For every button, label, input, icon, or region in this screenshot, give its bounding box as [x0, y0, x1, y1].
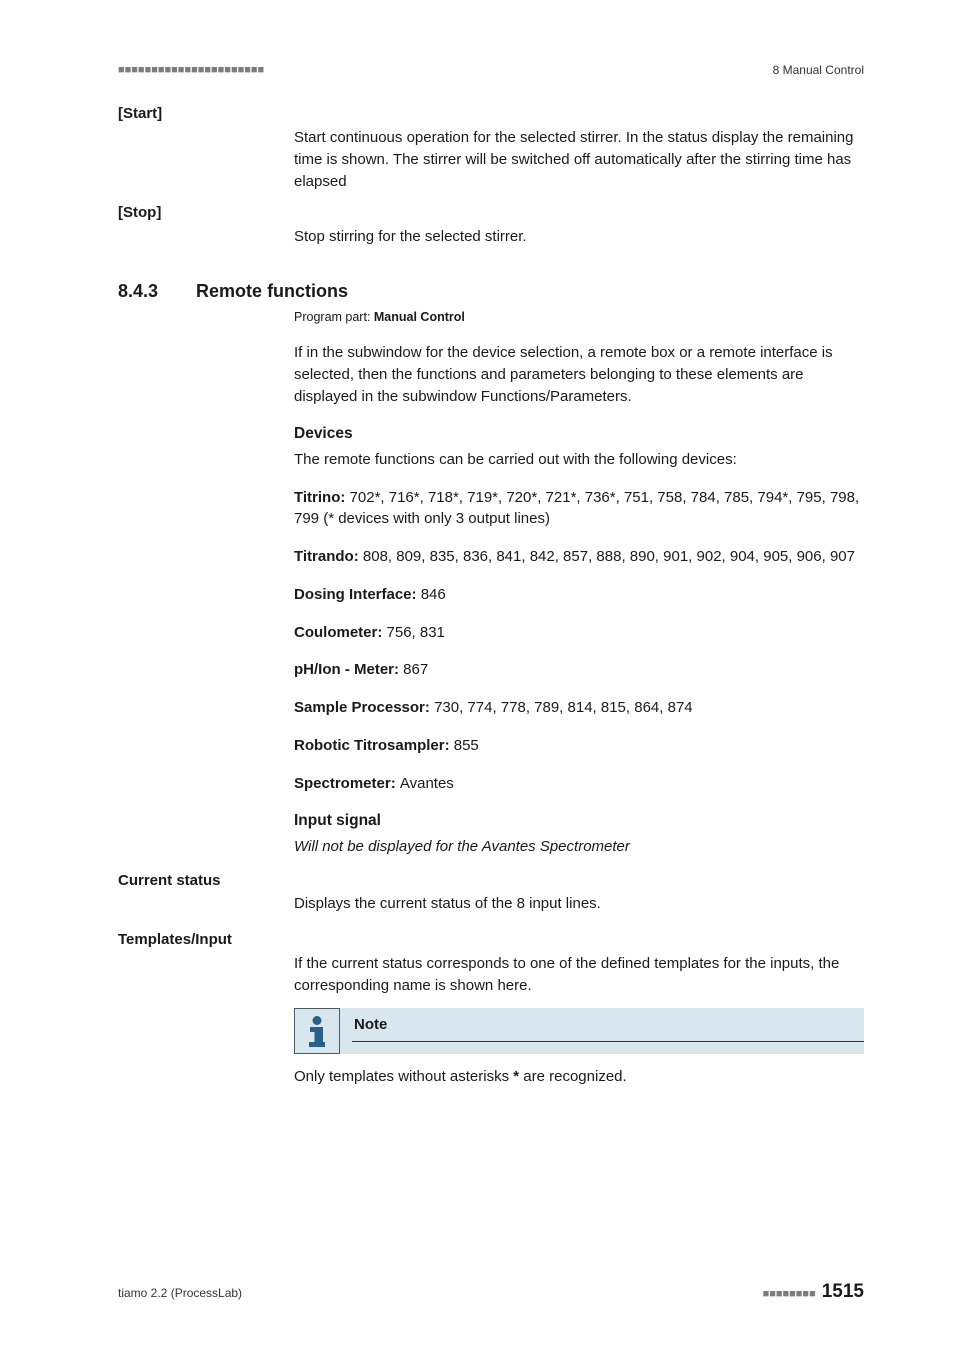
device-row: Spectrometer: Avantes: [294, 773, 864, 795]
page-number: 1515: [822, 1281, 864, 1302]
note-body-post: are recognized.: [519, 1068, 627, 1085]
footer-dashes: ■■■■■■■■: [763, 1288, 816, 1300]
device-value: 702*, 716*, 718*, 719*, 720*, 721*, 736*…: [294, 489, 859, 528]
device-row: Sample Processor: 730, 774, 778, 789, 81…: [294, 697, 864, 719]
device-value: Avantes: [400, 775, 454, 792]
device-row: Robotic Titrosampler: 855: [294, 735, 864, 757]
device-value: 846: [421, 586, 446, 603]
device-label: pH/Ion - Meter:: [294, 661, 403, 678]
input-signal-heading: Input signal: [294, 810, 864, 832]
device-row: Dosing Interface: 846: [294, 584, 864, 606]
footer-right: ■■■■■■■■ 1515: [763, 1278, 864, 1306]
header-dashes: ■■■■■■■■■■■■■■■■■■■■■■: [118, 63, 264, 79]
device-row: pH/Ion - Meter: 867: [294, 659, 864, 681]
note-title: Note: [354, 1014, 387, 1036]
device-label: Robotic Titrosampler:: [294, 737, 454, 754]
device-label: Titrino:: [294, 489, 350, 506]
note-title-wrap: Note: [340, 1008, 864, 1054]
note-body: Only templates without asterisks * are r…: [294, 1066, 864, 1088]
templates-input-body: If the current status corresponds to one…: [294, 953, 864, 997]
page-footer: tiamo 2.2 (ProcessLab) ■■■■■■■■ 1515: [118, 1278, 864, 1306]
device-row: Coulometer: 756, 831: [294, 622, 864, 644]
program-part-value: Manual Control: [374, 310, 465, 324]
page: ■■■■■■■■■■■■■■■■■■■■■■ 8 Manual Control …: [0, 0, 954, 1350]
section-number: 8.4.3: [118, 278, 158, 304]
device-value: 808, 809, 835, 836, 841, 842, 857, 888, …: [363, 548, 855, 565]
section-heading: 8.4.3 Remote functions: [118, 278, 864, 304]
current-status-label: Current status: [118, 870, 864, 892]
page-header: ■■■■■■■■■■■■■■■■■■■■■■ 8 Manual Control: [118, 62, 864, 79]
stop-body: Stop stirring for the selected stirrer.: [294, 226, 864, 248]
stop-label: [Stop]: [118, 202, 864, 224]
note-box: Note: [294, 1008, 864, 1054]
device-label: Sample Processor:: [294, 699, 434, 716]
start-body: Start continuous operation for the selec…: [294, 127, 864, 192]
device-value: 756, 831: [387, 624, 445, 641]
footer-product: tiamo 2.2 (ProcessLab): [118, 1285, 242, 1302]
info-icon: [304, 1015, 330, 1047]
start-label: [Start]: [118, 103, 864, 125]
section-intro: If in the subwindow for the device selec…: [294, 342, 864, 407]
devices-heading: Devices: [294, 423, 864, 445]
input-signal-note: Will not be displayed for the Avantes Sp…: [294, 836, 864, 858]
device-label: Coulometer:: [294, 624, 387, 641]
header-section-label: 8 Manual Control: [773, 62, 864, 79]
devices-intro: The remote functions can be carried out …: [294, 449, 864, 471]
device-value: 855: [454, 737, 479, 754]
program-part-prefix: Program part:: [294, 310, 374, 324]
device-label: Dosing Interface:: [294, 586, 421, 603]
note-body-pre: Only templates without asterisks: [294, 1068, 513, 1085]
templates-input-label: Templates/Input: [118, 929, 864, 951]
device-label: Titrando:: [294, 548, 363, 565]
program-part: Program part: Manual Control: [294, 308, 864, 326]
section-title: Remote functions: [196, 278, 348, 304]
device-value: 730, 774, 778, 789, 814, 815, 864, 874: [434, 699, 693, 716]
device-value: 867: [403, 661, 428, 678]
device-label: Spectrometer:: [294, 775, 400, 792]
note-icon-wrap: [294, 1008, 340, 1054]
current-status-body: Displays the current status of the 8 inp…: [294, 893, 864, 915]
device-row: Titrino: 702*, 716*, 718*, 719*, 720*, 7…: [294, 487, 864, 531]
device-row: Titrando: 808, 809, 835, 836, 841, 842, …: [294, 546, 864, 568]
